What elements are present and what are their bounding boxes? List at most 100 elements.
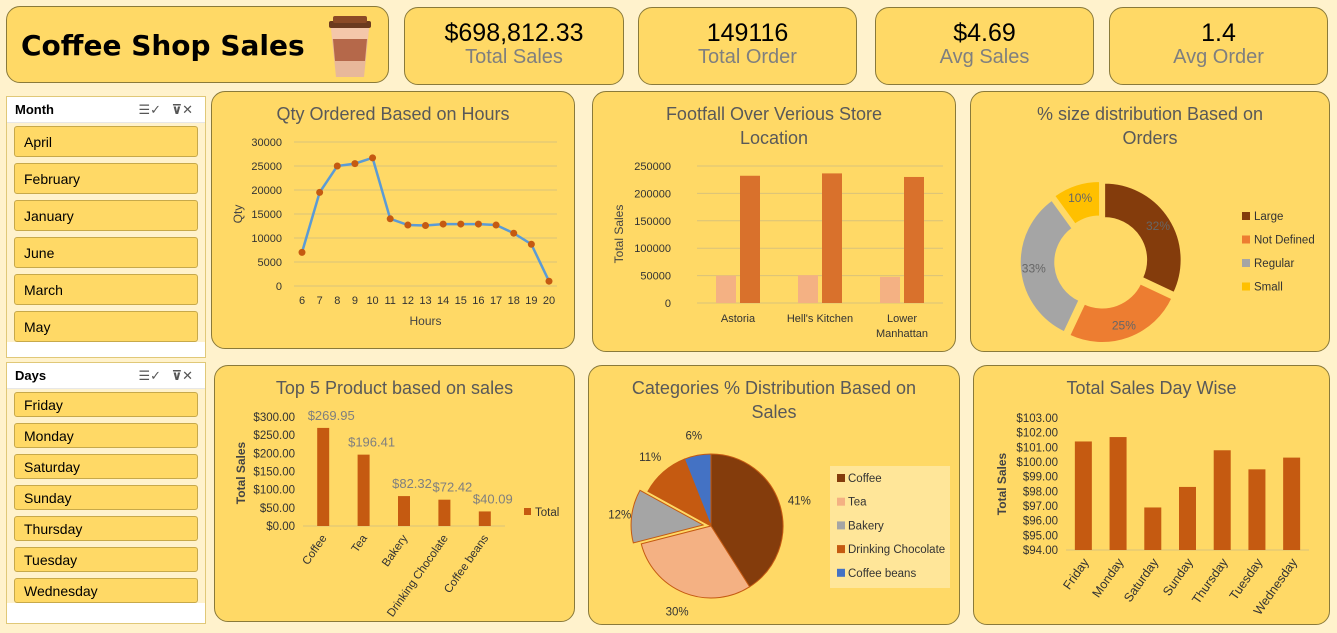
y-tick-label: $97.00 — [1023, 501, 1058, 513]
slice-label: 25% — [1112, 319, 1136, 333]
clear-filter-icon[interactable]: ⊽✕ — [171, 102, 193, 117]
doughnut-slice — [1103, 182, 1183, 294]
slicer-item-wednesday[interactable]: Wednesday — [14, 578, 198, 603]
x-tick-label: Bakery — [380, 533, 411, 569]
bar — [478, 511, 491, 526]
slicer-item-june[interactable]: June — [14, 237, 198, 268]
multi-select-icon[interactable]: ☰✓ — [138, 368, 161, 383]
x-tick-label: 7 — [317, 295, 323, 307]
multi-select-icon[interactable]: ☰✓ — [138, 102, 161, 117]
y-tick-label: $0.00 — [266, 521, 295, 533]
slice-label: 6% — [685, 431, 702, 443]
data-label: $72.42 — [433, 480, 473, 495]
bar — [1109, 437, 1127, 550]
data-point — [404, 221, 412, 229]
slicer-title: Month — [15, 102, 54, 117]
bar — [438, 499, 451, 526]
legend-label: Drinking Chocolate — [848, 544, 945, 556]
bar — [740, 175, 760, 303]
series-line — [300, 156, 551, 282]
x-tick-label: Hell's Kitchen — [787, 313, 853, 325]
x-tick-label: 11 — [385, 295, 396, 307]
data-point — [386, 215, 394, 223]
x-tick-label: 14 — [437, 295, 449, 307]
x-tick-label: Coffee beans — [442, 533, 491, 596]
data-point — [457, 220, 465, 228]
chart-title: Top 5 Product based on sales — [275, 378, 514, 398]
x-axis-title: Hours — [409, 314, 441, 328]
title-card: Coffee Shop Sales — [6, 6, 389, 83]
slicer-item-saturday[interactable]: Saturday — [14, 454, 198, 479]
slicer-item-april[interactable]: April — [14, 126, 198, 157]
slice-label: 12% — [608, 509, 631, 521]
y-tick-label: 20000 — [251, 185, 282, 197]
slicer-item-friday[interactable]: Friday — [14, 392, 198, 417]
chart-title: Qty Ordered Based on Hours — [276, 104, 510, 124]
categories-plot: 41% 30% 12% 11% 6% Coffee Tea Bakery Drinking Ch… — [608, 431, 950, 619]
y-tick-label: 10000 — [251, 233, 282, 245]
top5-plot: $0.00 $50.00 $100.00 $150.00 $200.00 $250.00 $… — [234, 408, 559, 619]
legend-swatch — [1242, 259, 1250, 267]
bar — [822, 173, 842, 303]
data-point — [474, 220, 482, 228]
slicer-item-january[interactable]: January — [14, 200, 198, 231]
legend-label: Bakery — [848, 520, 884, 532]
data-label: $40.09 — [473, 491, 513, 506]
x-tick-label: Thursday — [1189, 555, 1231, 606]
kpi-total-order: 149116 Total Order — [638, 7, 857, 85]
slicer-item-february[interactable]: February — [14, 163, 198, 194]
slicer-item-may[interactable]: May — [14, 311, 198, 342]
y-tick-label: 200000 — [634, 188, 671, 200]
bar — [798, 275, 818, 303]
slicer-item-tuesday[interactable]: Tuesday — [14, 547, 198, 572]
y-tick-label: $101.00 — [1016, 442, 1058, 454]
legend-swatch — [837, 474, 845, 482]
x-tick-label: 9 — [352, 295, 358, 307]
slice-label: 11% — [639, 452, 661, 464]
legend-label: Regular — [1254, 258, 1294, 270]
days-slicer: Days ☰✓ ⊽✕ Friday Monday Saturday Sunday Thu… — [6, 362, 206, 624]
slice-label: 10% — [1068, 191, 1092, 205]
daywise-chart: Total Sales Day Wise $94.00 $95.00 $96.00 $… — [973, 365, 1330, 625]
pie-slice — [683, 453, 712, 527]
slicer-item-monday[interactable]: Monday — [14, 423, 198, 448]
legend-swatch — [837, 521, 845, 530]
legend-label: Coffee beans — [848, 568, 916, 580]
data-point — [492, 221, 500, 229]
data-label: $269.95 — [308, 408, 355, 423]
clear-filter-icon[interactable]: ⊽✕ — [171, 368, 193, 383]
categories-chart: Categories % Distribution Based on Sales… — [588, 365, 960, 625]
qty-hours-chart: Qty Ordered Based on Hours 0 5000 10000 150… — [211, 91, 575, 349]
slicer-item-march[interactable]: March — [14, 274, 198, 305]
data-label: $196.41 — [348, 435, 395, 450]
legend-swatch — [1242, 212, 1250, 220]
kpi-label: Total Order — [698, 46, 797, 68]
legend-label: Coffee — [848, 473, 882, 485]
x-tick-label: 16 — [472, 295, 484, 307]
y-tick-label: 50000 — [640, 271, 671, 283]
data-point — [369, 154, 377, 162]
kpi-avg-order: 1.4 Avg Order — [1109, 7, 1328, 85]
data-point — [333, 162, 341, 170]
y-tick-label: $98.00 — [1023, 486, 1058, 498]
chart-title: % size distribution Based on Orders — [1036, 104, 1264, 148]
legend-swatch — [1242, 235, 1250, 244]
legend-label: Not Defined — [1254, 235, 1315, 247]
y-tick-label: 0 — [276, 281, 282, 293]
legend-swatch — [1242, 282, 1250, 291]
bar — [398, 496, 410, 526]
x-tick-label: 10 — [366, 295, 378, 307]
slicer-item-thursday[interactable]: Thursday — [14, 516, 198, 541]
slice-label: 33% — [1022, 261, 1046, 275]
x-tick-label: Astoria — [721, 313, 756, 325]
slicer-item-sunday[interactable]: Sunday — [14, 485, 198, 510]
slicer-header: Month ☰✓ ⊽✕ — [7, 97, 205, 123]
doughnut-slice — [1019, 199, 1081, 334]
qty-hours-plot: 0 5000 10000 15000 20000 25000 30000 6 7 8 9 10 11 12… — [231, 137, 557, 328]
x-tick-label: 18 — [508, 295, 520, 307]
y-tick-label: $100.00 — [1016, 457, 1058, 469]
data-point — [298, 248, 306, 256]
size-dist-chart: % size distribution Based on Orders 32% 2… — [970, 91, 1330, 352]
x-tick-label: 19 — [525, 295, 537, 307]
legend-label: Small — [1254, 282, 1283, 294]
